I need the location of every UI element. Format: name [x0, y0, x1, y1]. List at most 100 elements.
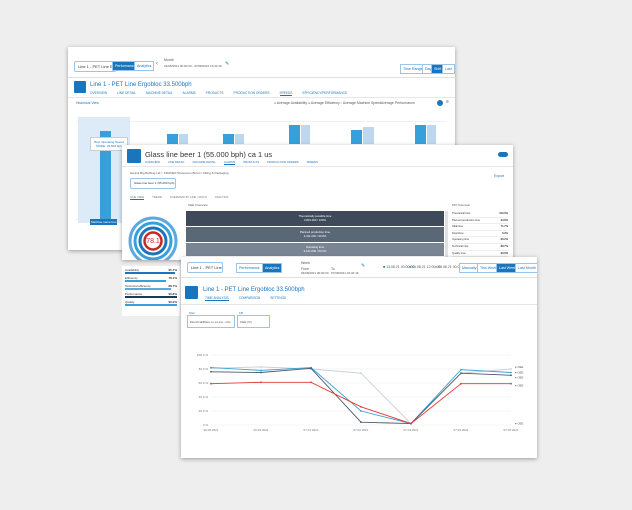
bar-4a [289, 125, 300, 144]
toggle-switch[interactable] [498, 152, 508, 157]
series-end-label: ● OEE [515, 384, 524, 388]
front-legend-1: ■ 13.08.21 00:00:00 [383, 265, 415, 269]
x-tick-label: 07.05.2021 [503, 428, 518, 432]
x-tick-label: 06.09.2021 [253, 428, 268, 432]
y-tick-label: 80.0 % [199, 367, 209, 371]
tab-settings[interactable]: SETTINGS [270, 296, 287, 300]
kpi-table: Theoretical time 100.0% Planned production… [452, 211, 508, 260]
subtab-analysis[interactable]: ANALYSIS [214, 195, 229, 199]
x-tick-label: 07.01.2021 [303, 428, 318, 432]
filter-1-label: Filter [189, 312, 195, 315]
line-logo-icon [74, 81, 86, 93]
front-performance-toggle[interactable]: Performance [236, 263, 263, 273]
waterfall-title: OEE Overview [188, 203, 208, 207]
waterfall-scrollbar[interactable] [445, 211, 448, 260]
front-edit-icon[interactable]: ✎ [361, 263, 366, 269]
kpi-table-value: 71.7% [500, 225, 508, 229]
tab-production-orders[interactable]: PRODUCTION ORDERS [233, 91, 270, 95]
kpi-value: 78.1% [168, 276, 177, 280]
tab-time-analysis[interactable]: TIME ANALYSIS [205, 296, 229, 301]
kpi-table-value: 93.8% [500, 218, 508, 222]
front-legend-3: ■ 06.08.21 00:00:00 [435, 265, 467, 269]
series-point [210, 366, 212, 369]
bar-theoretical-label: Theoretically possible time 3,891.000 / 1… [298, 214, 332, 222]
tab-line-detail[interactable]: LINE DETAIL [117, 91, 137, 95]
subtab-overview-by-line[interactable]: OVERVIEW BY LINE / MACH [169, 195, 207, 199]
y-tick-label: 0 % [203, 423, 209, 427]
series-point [510, 368, 512, 370]
kpi-table-row: Technical time 88.7% [452, 244, 508, 251]
x-tick-label: 06.08.2021 [203, 428, 218, 432]
tab-machine-detail[interactable]: MACHINE DETAIL [146, 91, 173, 95]
kpi-table-value: 88.7% [500, 244, 508, 248]
analytics-toggle[interactable]: Analytics [134, 61, 155, 71]
tab-overview[interactable]: OVERVIEW [90, 91, 108, 95]
legend-speed: ● Average Machine Speed [340, 101, 382, 105]
mtab-alarms[interactable]: ALARMS [223, 160, 236, 165]
subtab-line-view[interactable]: LINE VIEW [130, 195, 145, 200]
series-point [460, 382, 462, 385]
subtab-trend[interactable]: TREND [152, 195, 162, 199]
bar-5a [351, 130, 362, 144]
filter-2[interactable]: KPI OEE (%) [237, 312, 270, 328]
series-point [510, 371, 512, 374]
front-line-select[interactable]: Line 1 - PET Line Er... [187, 262, 223, 273]
info-icon[interactable] [437, 100, 443, 106]
tab-comparison[interactable]: COMPARISON [238, 296, 261, 300]
range-last[interactable]: Last [442, 64, 455, 74]
kpi-name: Quality [125, 300, 135, 304]
tab-efficiency[interactable]: EFFICIENCY/PERFORMANCE [302, 91, 348, 95]
mtab-products[interactable]: PRODUCTS [243, 160, 260, 164]
menu-icon[interactable]: ≡ [446, 99, 449, 105]
mtab-speeds[interactable]: SPEEDS [306, 160, 319, 164]
front-legend-2: ■ 06.08.21 12:00:00 [409, 265, 441, 269]
line-select[interactable]: Line 1 - PET Line Er... [74, 61, 116, 72]
kpi-table-name: Quality time [452, 251, 466, 255]
front-logo-icon [185, 286, 198, 299]
middle-window: Glass line beer 1 (55.000 bph) ca 1 us O… [122, 145, 513, 260]
series-line [210, 366, 512, 425]
glass-line-select[interactable]: Glass line beer 1 (55.000 bph) ca 1 us [130, 178, 176, 189]
mtab-machine-detail[interactable]: MACHINE DETAIL [192, 160, 216, 164]
oee-value: 78.1 [146, 238, 160, 245]
tab-speeds[interactable]: SPEEDS [279, 91, 293, 96]
kpi-value: 88.7% [168, 284, 177, 288]
to-label: To [331, 267, 335, 271]
kpi-table-row: Theoretical time 100.0% [452, 211, 508, 218]
tab-alarms[interactable]: ALARMS [182, 91, 196, 95]
series-end-label: ● OEE [515, 422, 524, 426]
y-tick-label: 60.0 % [199, 381, 209, 385]
range-last-month[interactable]: Last Month [515, 263, 537, 273]
edit-icon[interactable]: ✎ [225, 61, 230, 67]
mtab-line-detail[interactable]: LINE DETAIL [168, 160, 185, 164]
mtab-overview[interactable]: OVERVIEW [145, 160, 161, 164]
kpi-list-item: Quality 99.9% [125, 300, 177, 304]
oee-donut: 78.1 [128, 216, 178, 260]
kpi-name: Technical efficiency [125, 284, 151, 288]
mtab-production-orders[interactable]: PRODUCTION ORDERS [267, 160, 299, 164]
kpi-list-item: Efficiency 78.1% [125, 276, 177, 280]
back-arrow-icon[interactable]: ‹ [156, 61, 158, 67]
y-tick-label: 100.0 % [197, 353, 208, 357]
from-value: 06/08/2021 00:00:00 [301, 271, 329, 275]
export-link[interactable]: Export [494, 174, 505, 178]
front-topbar: Line 1 - PET Line Er... Performance Anal… [181, 257, 537, 278]
machine-name-box: Machine name box [90, 219, 118, 225]
filter-1[interactable]: Filter Electrical/Base on a Line - LKL [187, 312, 235, 328]
back-topbar: Line 1 - PET Line Er... Performance Anal… [68, 47, 455, 78]
series-line [210, 381, 511, 425]
x-tick-label: 07.04.2021 [453, 428, 468, 432]
front-window: Line 1 - PET Line Er... Performance Anal… [181, 257, 537, 458]
series-point [410, 422, 412, 425]
bar-6a [415, 125, 426, 144]
period-value: 01/05/2021 00:00:00 - 07/08/2021 16:32:1… [164, 64, 222, 68]
oee-waterfall: Theoretically possible time 3,891.000 / 1… [186, 211, 444, 260]
front-analytics-toggle[interactable]: Analytics [262, 263, 283, 273]
kpi-table-value: 100.0% [499, 212, 508, 215]
kpi-table-row: Planned production time 93.8% [452, 218, 508, 225]
front-period-label: Week [301, 261, 310, 265]
tab-products[interactable]: PRODUCTS [205, 91, 224, 95]
best-speed-bar[interactable] [100, 131, 111, 223]
series-end-label: ● OEE [515, 371, 524, 375]
series-end-label: ● OEE [515, 365, 524, 369]
